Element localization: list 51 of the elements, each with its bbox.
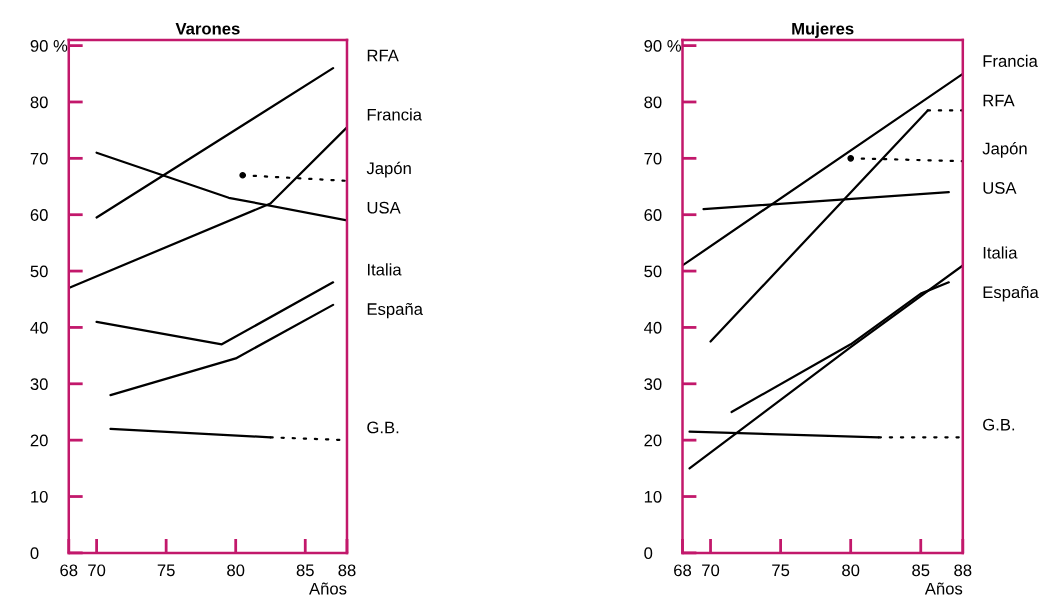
y-tick-label: 40	[644, 321, 662, 334]
chart-title: Varones	[175, 22, 240, 35]
y-tick-label: 60	[644, 209, 662, 221]
y-tick-label: 80	[30, 96, 48, 109]
y-tick-label: 90 %	[644, 40, 682, 52]
y-tick-label: 60	[30, 209, 48, 221]
x-tick-label: 85	[296, 564, 314, 577]
text: España	[367, 302, 423, 319]
line-series	[730, 281, 950, 414]
y-tick-label: 30	[644, 378, 662, 390]
x-axis-title: Años	[309, 582, 347, 595]
y-tick-label: 50	[644, 265, 662, 278]
x-tick-label: 88	[338, 564, 356, 577]
series-label: RFA	[983, 94, 1015, 107]
y-tick-label: 0	[644, 547, 653, 560]
series-label: USA	[367, 201, 401, 214]
series-label: Francia	[983, 54, 1038, 67]
y-tick-label: 20	[30, 434, 48, 447]
x-tick-label: 85	[912, 564, 930, 577]
y-tick-label: 20	[644, 434, 662, 447]
x-axis-title: Años	[924, 582, 963, 595]
y-tick-label: 80	[644, 96, 662, 109]
x-tick-label: 70	[702, 564, 720, 577]
x-tick-label: 80	[842, 564, 860, 577]
text: USA	[983, 182, 1017, 194]
series-label: Japón	[982, 142, 1027, 158]
x-tick-label: 80	[227, 564, 245, 577]
y-tick-label: 70	[30, 152, 48, 165]
text: España	[983, 285, 1039, 302]
text: Italia	[367, 263, 402, 276]
series-label: G.B.	[367, 421, 399, 434]
x-tick-label: 68	[60, 564, 78, 577]
chart-title: Mujeres	[792, 22, 854, 38]
y-tick-label: 90 %	[30, 40, 68, 52]
x-tick-label: 88	[954, 564, 972, 577]
y-tick-label: 10	[31, 490, 48, 503]
text: RFA	[367, 49, 399, 62]
x-tick-label: 75	[772, 564, 790, 577]
x-tick-label: 68	[674, 564, 692, 577]
series-label: G.B.	[983, 418, 1015, 431]
y-tick-label: 10	[644, 490, 662, 503]
y-tick-label: 0	[30, 547, 39, 560]
y-tick-label: 50	[30, 265, 48, 278]
y-tick-label: 70	[644, 152, 662, 165]
series-label: Italia	[983, 246, 1018, 259]
series-label: Francia	[367, 108, 422, 121]
x-tick-label: 75	[157, 564, 175, 577]
x-tick-label: 70	[88, 564, 106, 577]
series-label: Japón	[366, 161, 411, 178]
y-tick-label: 40	[30, 321, 48, 334]
y-tick-label: 30	[30, 378, 48, 390]
